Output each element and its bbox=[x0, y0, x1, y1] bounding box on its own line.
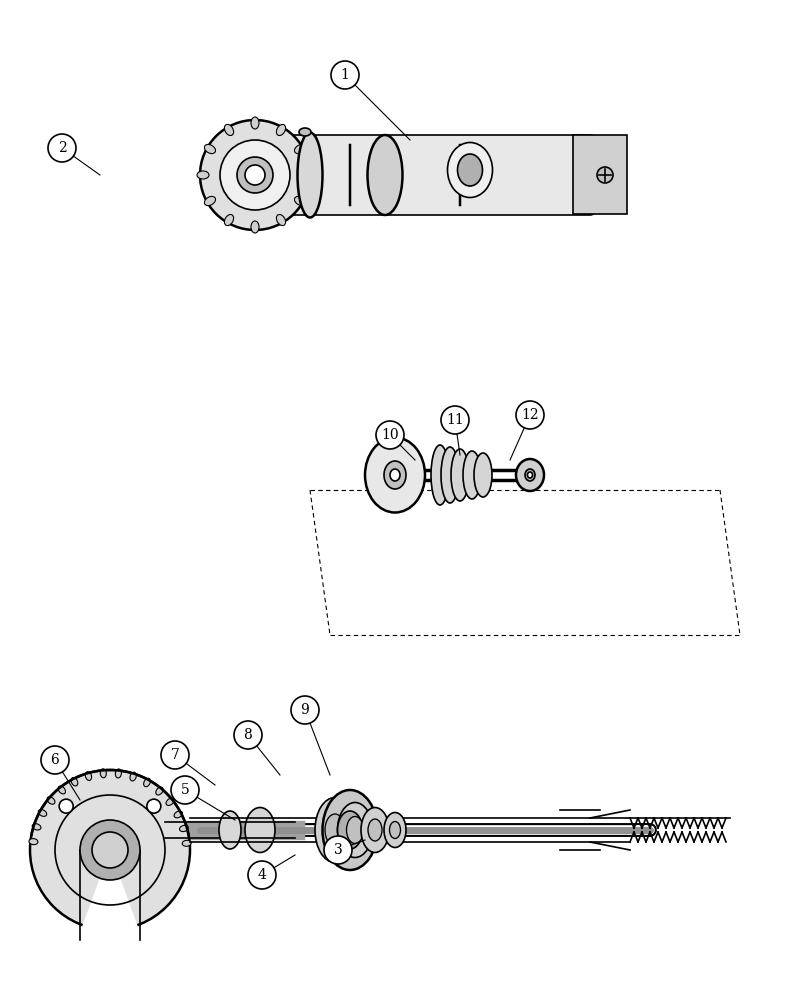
Ellipse shape bbox=[301, 171, 313, 179]
Circle shape bbox=[245, 165, 265, 185]
Ellipse shape bbox=[85, 772, 91, 780]
Wedge shape bbox=[82, 850, 138, 932]
Ellipse shape bbox=[32, 824, 41, 830]
Ellipse shape bbox=[182, 840, 191, 846]
Ellipse shape bbox=[322, 790, 377, 870]
Ellipse shape bbox=[47, 797, 55, 804]
Circle shape bbox=[291, 696, 319, 724]
Ellipse shape bbox=[368, 819, 382, 841]
Ellipse shape bbox=[204, 144, 216, 154]
Text: 7: 7 bbox=[170, 748, 180, 762]
Text: 4: 4 bbox=[258, 868, 266, 882]
Ellipse shape bbox=[251, 117, 259, 129]
Ellipse shape bbox=[337, 811, 362, 849]
Ellipse shape bbox=[463, 451, 481, 499]
Ellipse shape bbox=[204, 196, 216, 206]
Circle shape bbox=[59, 799, 73, 813]
Circle shape bbox=[80, 820, 140, 880]
Circle shape bbox=[200, 120, 310, 230]
Ellipse shape bbox=[384, 812, 406, 848]
Circle shape bbox=[220, 140, 290, 210]
Ellipse shape bbox=[71, 777, 78, 786]
Ellipse shape bbox=[525, 469, 535, 481]
Ellipse shape bbox=[365, 438, 425, 512]
Ellipse shape bbox=[115, 769, 121, 778]
Ellipse shape bbox=[347, 816, 363, 844]
Ellipse shape bbox=[130, 772, 136, 781]
Text: 6: 6 bbox=[50, 753, 59, 767]
Ellipse shape bbox=[448, 142, 492, 198]
Ellipse shape bbox=[431, 445, 449, 505]
Ellipse shape bbox=[315, 798, 355, 862]
Ellipse shape bbox=[390, 469, 400, 481]
Ellipse shape bbox=[251, 221, 259, 233]
Ellipse shape bbox=[219, 811, 241, 849]
Text: 5: 5 bbox=[180, 783, 189, 797]
Ellipse shape bbox=[58, 786, 65, 794]
Circle shape bbox=[234, 721, 262, 749]
Circle shape bbox=[331, 61, 359, 89]
Ellipse shape bbox=[299, 128, 311, 136]
Text: 11: 11 bbox=[446, 413, 464, 427]
Circle shape bbox=[597, 167, 613, 183]
Ellipse shape bbox=[100, 769, 106, 778]
Text: 3: 3 bbox=[333, 843, 342, 857]
Text: 9: 9 bbox=[301, 703, 310, 717]
Circle shape bbox=[237, 157, 273, 193]
Ellipse shape bbox=[361, 808, 389, 852]
FancyBboxPatch shape bbox=[265, 135, 595, 215]
Ellipse shape bbox=[225, 124, 233, 136]
Ellipse shape bbox=[389, 822, 400, 838]
Ellipse shape bbox=[441, 447, 459, 503]
Ellipse shape bbox=[451, 449, 469, 501]
Text: 2: 2 bbox=[58, 141, 66, 155]
Text: 8: 8 bbox=[243, 728, 252, 742]
Ellipse shape bbox=[156, 787, 163, 795]
Ellipse shape bbox=[277, 214, 285, 226]
Ellipse shape bbox=[474, 453, 492, 497]
Ellipse shape bbox=[180, 825, 188, 832]
Circle shape bbox=[161, 741, 189, 769]
Ellipse shape bbox=[295, 196, 306, 206]
Text: 1: 1 bbox=[340, 68, 349, 82]
Ellipse shape bbox=[174, 811, 183, 818]
Circle shape bbox=[516, 401, 544, 429]
Ellipse shape bbox=[29, 839, 38, 845]
Text: 10: 10 bbox=[381, 428, 399, 442]
Circle shape bbox=[48, 134, 76, 162]
Ellipse shape bbox=[295, 144, 306, 154]
Ellipse shape bbox=[245, 808, 275, 852]
Ellipse shape bbox=[143, 778, 151, 787]
Circle shape bbox=[92, 832, 128, 868]
Ellipse shape bbox=[166, 798, 174, 805]
Circle shape bbox=[324, 836, 352, 864]
Circle shape bbox=[248, 861, 276, 889]
Ellipse shape bbox=[225, 214, 233, 226]
Circle shape bbox=[147, 799, 161, 813]
Circle shape bbox=[30, 770, 190, 930]
Ellipse shape bbox=[337, 802, 373, 857]
Ellipse shape bbox=[325, 814, 345, 846]
Circle shape bbox=[376, 421, 404, 449]
Ellipse shape bbox=[516, 459, 544, 491]
Circle shape bbox=[171, 776, 199, 804]
Ellipse shape bbox=[298, 132, 322, 218]
Ellipse shape bbox=[367, 135, 403, 215]
Ellipse shape bbox=[527, 472, 533, 478]
Ellipse shape bbox=[39, 810, 46, 816]
Text: 12: 12 bbox=[521, 408, 539, 422]
Ellipse shape bbox=[197, 171, 209, 179]
Ellipse shape bbox=[277, 124, 285, 136]
Ellipse shape bbox=[384, 461, 406, 489]
Circle shape bbox=[41, 746, 69, 774]
Circle shape bbox=[441, 406, 469, 434]
Ellipse shape bbox=[458, 154, 482, 186]
FancyBboxPatch shape bbox=[573, 135, 627, 214]
